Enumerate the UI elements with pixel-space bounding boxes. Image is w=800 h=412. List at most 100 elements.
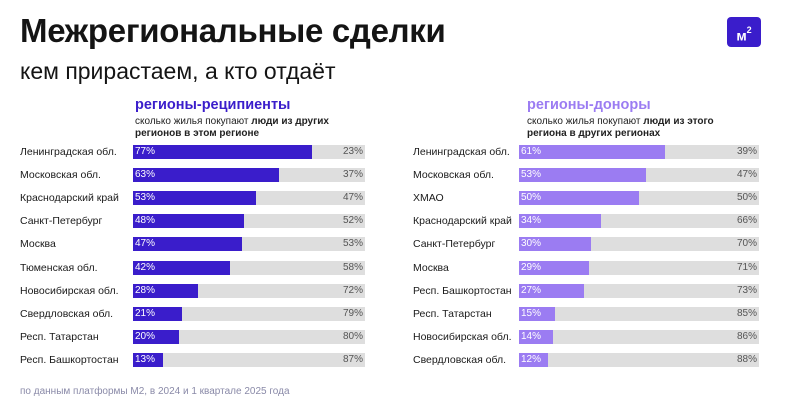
share-label: 53%	[521, 169, 542, 181]
bar-share	[519, 260, 589, 275]
bar-share	[519, 191, 639, 206]
remainder-label: 70%	[736, 238, 757, 250]
share-label: 21%	[135, 307, 156, 319]
remainder-label: 86%	[736, 330, 757, 342]
m2-logo: м2	[727, 17, 761, 47]
remainder-label: 53%	[342, 238, 363, 250]
category-label: Новосибирская обл.	[20, 284, 119, 297]
bar-share	[519, 352, 548, 367]
bar-remainder: 47% 53%	[133, 237, 365, 252]
remainder-label: 79%	[342, 307, 363, 319]
bar-row: Санкт-Петербург 30% 70%	[413, 237, 759, 252]
bar-share	[133, 260, 231, 275]
remainder-label: 47%	[736, 169, 757, 181]
remainder-label: 58%	[342, 261, 363, 273]
page-subtitle: кем прирастаем, а кто отдаёт	[20, 58, 336, 84]
share-label: 61%	[521, 146, 542, 157]
donors-note-bold2: региона в других регионах	[527, 128, 661, 139]
recipients-note: сколько жилья покупают люди из других ре…	[135, 116, 329, 140]
donors-note-text: сколько жилья покупают	[527, 116, 644, 127]
bar-row: Ленинградская обл. 77% 23%	[20, 145, 365, 159]
category-label: Москва	[20, 238, 56, 251]
category-label: Санкт-Петербург	[20, 215, 103, 228]
bar-row: Свердловская обл. 12% 88%	[413, 352, 759, 367]
remainder-label: 85%	[736, 307, 757, 319]
bar-share	[133, 168, 280, 183]
bar-row: Респ. Татарстан 20% 80%	[20, 329, 365, 344]
bar-remainder: 53% 47%	[133, 191, 365, 206]
category-label: Новосибирская обл.	[413, 330, 512, 343]
bar-row: Респ. Башкортостан 27% 73%	[413, 283, 759, 298]
category-label: Краснодарский край	[20, 192, 119, 205]
logo-text: м	[736, 27, 747, 44]
share-label: 20%	[135, 330, 156, 342]
category-label: ХМАО	[413, 192, 444, 205]
remainder-label: 52%	[342, 215, 363, 227]
share-label: 48%	[135, 215, 156, 227]
bar-row: Краснодарский край 53% 47%	[20, 191, 365, 206]
bar-row: ХМАО 50% 50%	[413, 191, 759, 206]
bar-share	[133, 145, 312, 159]
share-label: 27%	[521, 284, 542, 296]
bar-remainder: 28% 72%	[133, 283, 365, 298]
remainder-label: 87%	[342, 353, 363, 365]
bar-share	[519, 214, 601, 229]
share-label: 34%	[521, 215, 542, 227]
bar-row: Респ. Башкортостан 13% 87%	[20, 352, 365, 367]
bar-remainder: 21% 79%	[133, 306, 365, 321]
recipients-note-text: сколько жилья покупают	[135, 116, 252, 127]
bar-row: Тюменская обл. 42% 58%	[20, 260, 365, 275]
bar-row: Новосибирская обл. 28% 72%	[20, 283, 365, 298]
category-label: Санкт-Петербург	[413, 238, 496, 251]
remainder-label: 39%	[736, 146, 757, 157]
bar-share	[133, 283, 198, 298]
category-label: Респ. Башкортостан	[413, 284, 512, 297]
category-label: Ленинградская обл.	[413, 146, 510, 158]
recipients-title: регионы-реципиенты	[135, 97, 291, 113]
category-label: Респ. Татарстан	[413, 307, 492, 320]
logo-sup: 2	[746, 25, 752, 35]
recipients-chart: Ленинградская обл. 77% 23% Московская обл. 6…	[20, 145, 365, 375]
bar-row: Москва 29% 71%	[413, 260, 759, 275]
donors-chart: Ленинградская обл. 61% 39% Московская обл. 5…	[413, 145, 759, 375]
share-label: 63%	[135, 169, 156, 181]
bar-row: Москва 47% 53%	[20, 237, 365, 252]
share-label: 15%	[521, 307, 542, 319]
remainder-label: 37%	[342, 169, 363, 181]
remainder-label: 88%	[736, 353, 757, 365]
bar-row: Свердловская обл. 21% 79%	[20, 306, 365, 321]
bar-share	[133, 237, 243, 252]
bar-share	[133, 214, 245, 229]
bar-share	[519, 237, 591, 252]
recipients-note-bold2: регионов в этом регионе	[135, 128, 260, 139]
bar-remainder: 15% 85%	[519, 306, 759, 321]
bar-remainder: 20% 80%	[133, 329, 365, 344]
donors-title: регионы-доноры	[527, 97, 651, 113]
bar-row: Московская обл. 63% 37%	[20, 168, 365, 183]
donors-note: сколько жилья покупают люди из этого рег…	[527, 116, 714, 140]
bar-remainder: 50% 50%	[519, 191, 759, 206]
remainder-label: 23%	[342, 146, 363, 157]
bar-share	[519, 145, 666, 159]
bar-share	[133, 306, 182, 321]
category-label: Московская обл.	[20, 169, 101, 182]
category-label: Респ. Башкортостан	[20, 353, 119, 366]
remainder-label: 71%	[736, 261, 757, 273]
share-label: 29%	[521, 261, 542, 273]
bar-row: Ленинградская обл. 61% 39%	[413, 145, 759, 159]
share-label: 42%	[135, 261, 156, 273]
bar-remainder: 63% 37%	[133, 168, 365, 183]
bar-remainder: 13% 87%	[133, 352, 365, 367]
bar-remainder: 61% 39%	[519, 145, 759, 159]
bar-share	[133, 352, 164, 367]
category-label: Краснодарский край	[413, 215, 512, 228]
donors-note-bold1: люди из этого	[643, 116, 714, 127]
bar-remainder: 14% 86%	[519, 329, 759, 344]
category-label: Москва	[413, 261, 449, 274]
category-label: Свердловская обл.	[20, 307, 114, 320]
bar-remainder: 53% 47%	[519, 168, 759, 183]
bar-remainder: 12% 88%	[519, 352, 759, 367]
remainder-label: 47%	[342, 192, 363, 204]
bar-remainder: 42% 58%	[133, 260, 365, 275]
category-label: Свердловская обл.	[413, 353, 507, 366]
